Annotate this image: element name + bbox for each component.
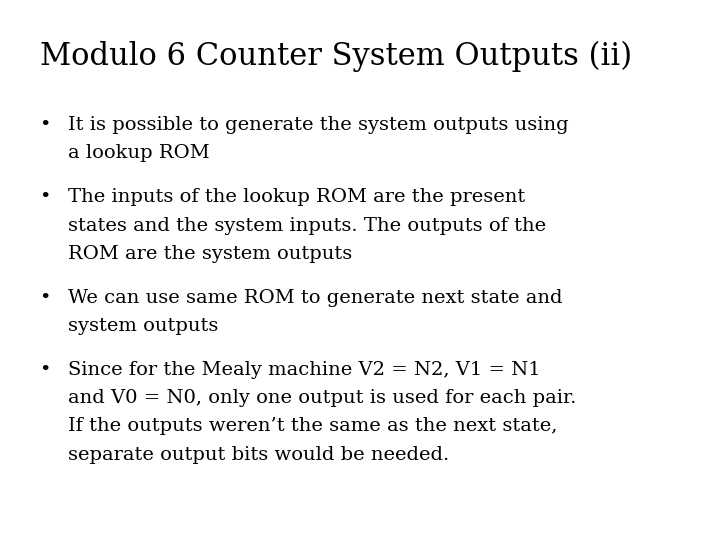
Text: We can use same ROM to generate next state and: We can use same ROM to generate next sta… — [68, 289, 563, 307]
Text: ROM are the system outputs: ROM are the system outputs — [68, 245, 353, 262]
Text: system outputs: system outputs — [68, 317, 219, 335]
Text: •: • — [40, 289, 51, 307]
Text: Modulo 6 Counter System Outputs (ii): Modulo 6 Counter System Outputs (ii) — [40, 40, 631, 72]
Text: separate output bits would be needed.: separate output bits would be needed. — [68, 446, 450, 463]
Text: If the outputs weren’t the same as the next state,: If the outputs weren’t the same as the n… — [68, 417, 558, 435]
Text: •: • — [40, 116, 51, 134]
Text: a lookup ROM: a lookup ROM — [68, 144, 210, 162]
Text: and V0 = N0, only one output is used for each pair.: and V0 = N0, only one output is used for… — [68, 389, 577, 407]
Text: The inputs of the lookup ROM are the present: The inputs of the lookup ROM are the pre… — [68, 188, 526, 206]
Text: •: • — [40, 188, 51, 206]
Text: •: • — [40, 361, 51, 379]
Text: It is possible to generate the system outputs using: It is possible to generate the system ou… — [68, 116, 569, 134]
Text: Since for the Mealy machine V2 = N2, V1 = N1: Since for the Mealy machine V2 = N2, V1 … — [68, 361, 541, 379]
Text: states and the system inputs. The outputs of the: states and the system inputs. The output… — [68, 217, 546, 234]
